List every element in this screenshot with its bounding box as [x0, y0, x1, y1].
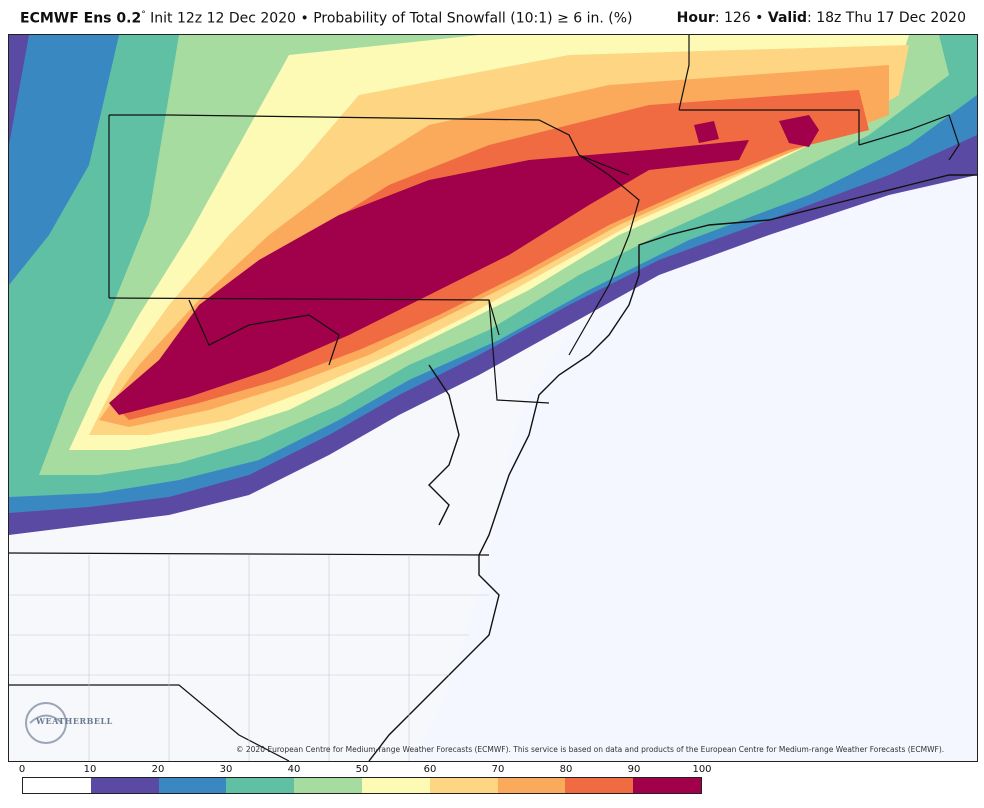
map-title: ECMWF Ens 0.2° Init 12z 12 Dec 2020 • Pr…: [20, 10, 633, 32]
colorbar-segment: [497, 778, 566, 793]
valid-value: : 18z Thu 17 Dec 2020: [807, 10, 966, 26]
map-panel: [8, 34, 978, 762]
nj-border: [568, 154, 640, 356]
colorbar-segment: [226, 778, 295, 793]
logo-text: WEATHERBELL: [36, 716, 113, 726]
ny-ct-border: [678, 35, 690, 111]
colorbar-tick-label: 100: [692, 764, 712, 775]
degree-symbol: °: [141, 10, 146, 20]
colorbar-segment: [23, 778, 91, 793]
colorbar-tick-label: 60: [423, 764, 437, 775]
weatherbell-logo: [25, 702, 67, 744]
snowfall-probability-map: [9, 35, 977, 761]
ma-ri-cape: [858, 114, 960, 161]
valid-label: Valid: [767, 10, 808, 26]
colorbar-tick-label: 30: [219, 764, 233, 775]
wv-va-border: [188, 299, 340, 366]
prob-band-90-ne-spot: [779, 115, 819, 147]
ct-ma-border: [679, 109, 860, 145]
colorbar-tick-label: 40: [287, 764, 301, 775]
model-name: ECMWF Ens 0.2: [20, 10, 142, 27]
colorbar-segment: [429, 778, 498, 793]
hour-label: Hour: [676, 10, 715, 26]
ny-pa-border: [109, 114, 630, 176]
title-separator: •: [296, 10, 314, 27]
colorbar-tick-label: 70: [491, 764, 505, 775]
sc-nc-border: [9, 684, 290, 761]
colorbar-segment: [565, 778, 634, 793]
copyright-notice: © 2020 European Centre for Medium-range …: [236, 745, 945, 754]
colorbar-segment: [294, 778, 362, 793]
prob-band-90-ct-spot: [694, 121, 719, 143]
colorbar-tick-label: 80: [559, 764, 573, 775]
colorbar-tick-label: 20: [151, 764, 165, 775]
probability-colorbar: [22, 777, 702, 794]
colorbar-tick-label: 10: [83, 764, 97, 775]
va-nc-border: [9, 552, 490, 556]
md-de-border: [488, 299, 550, 404]
colorbar-segment: [158, 778, 227, 793]
colorbar-tick-label: 50: [355, 764, 369, 775]
state-borders: [9, 35, 960, 761]
colorbar-tick-label: 90: [627, 764, 641, 775]
colorbar-segment: [90, 778, 159, 793]
colorbar-segment: [633, 778, 701, 793]
product-name: Probability of Total Snowfall (10:1) ≥ 6…: [313, 10, 633, 27]
valid-time-header: Hour: 126 • Valid: 18z Thu 17 Dec 2020: [677, 10, 966, 32]
colorbar-segment: [361, 778, 430, 793]
colorbar-tick-label: 0: [18, 764, 26, 775]
county-lines: [9, 555, 489, 761]
coastline: [368, 174, 977, 761]
prob-band-90: [109, 140, 749, 415]
hour-value: : 126 •: [714, 10, 768, 26]
init-time: Init 12z 12 Dec 2020: [145, 10, 297, 27]
